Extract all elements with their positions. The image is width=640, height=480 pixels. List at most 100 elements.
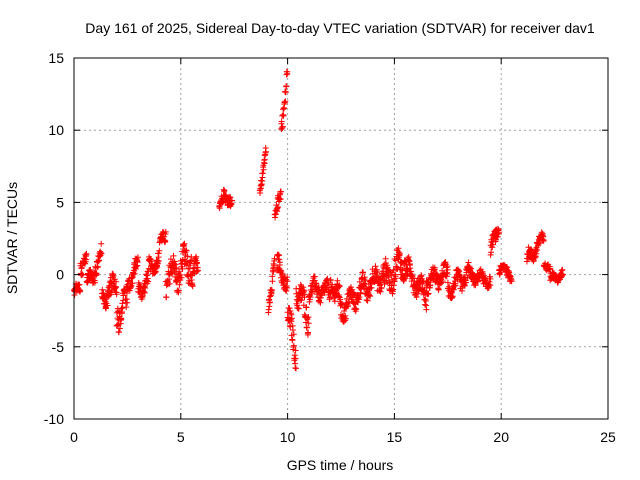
data-point xyxy=(295,305,302,312)
data-point xyxy=(487,282,494,289)
x-tick-label: 20 xyxy=(493,429,509,445)
data-point xyxy=(367,293,374,300)
data-point xyxy=(292,355,299,362)
data-point xyxy=(453,275,460,282)
data-point xyxy=(183,247,190,254)
data-point xyxy=(112,284,119,291)
data-point xyxy=(534,247,541,253)
data-point xyxy=(281,99,288,106)
data-point xyxy=(99,286,106,293)
data-point xyxy=(336,293,343,300)
data-point xyxy=(421,296,428,303)
data-point xyxy=(397,250,403,257)
data-point xyxy=(184,253,191,260)
data-point xyxy=(113,291,120,298)
data-point xyxy=(342,312,349,319)
data-point xyxy=(540,238,547,244)
data-point xyxy=(189,283,196,290)
axis-ticks: 0 5 10 15 20 25 -10 -5 0 5 10 15 xyxy=(44,50,616,445)
data-point xyxy=(93,271,100,278)
data-point xyxy=(179,265,186,272)
data-point xyxy=(282,98,289,105)
data-point xyxy=(163,294,170,301)
data-point xyxy=(413,294,420,300)
data-point xyxy=(221,187,228,194)
data-point xyxy=(364,297,371,304)
data-point xyxy=(79,271,86,278)
data-point xyxy=(77,287,84,294)
x-tick-label: 5 xyxy=(177,429,185,445)
data-point xyxy=(431,264,438,271)
y-tick-label: -5 xyxy=(52,339,65,355)
data-point xyxy=(135,254,141,261)
data-point xyxy=(467,265,474,272)
data-point xyxy=(308,290,315,296)
data-point xyxy=(559,272,566,279)
data-point xyxy=(265,306,272,313)
data-point xyxy=(305,314,312,321)
data-point xyxy=(425,290,432,297)
data-point xyxy=(336,283,343,290)
data-point xyxy=(94,264,101,271)
data-point xyxy=(394,265,401,272)
data-point xyxy=(142,285,149,291)
data-point xyxy=(427,282,434,289)
data-point xyxy=(177,271,184,278)
data-point xyxy=(342,315,349,322)
data-point xyxy=(377,288,384,295)
y-tick-label: 10 xyxy=(48,122,64,138)
data-point xyxy=(259,170,266,177)
x-tick-label: 10 xyxy=(280,429,296,445)
data-point xyxy=(284,70,291,77)
data-point xyxy=(173,264,180,271)
data-point xyxy=(289,337,296,344)
data-point xyxy=(143,272,150,279)
data-point xyxy=(508,278,515,285)
data-point xyxy=(444,266,451,273)
data-point xyxy=(284,284,290,291)
data-point xyxy=(435,286,442,293)
data-point xyxy=(275,251,282,258)
data-point xyxy=(392,273,399,280)
data-point xyxy=(381,281,388,288)
data-point xyxy=(303,304,310,311)
data-point xyxy=(422,301,428,308)
data-point xyxy=(390,267,397,274)
data-point xyxy=(488,249,495,256)
data-point xyxy=(179,260,185,267)
data-point xyxy=(487,275,494,282)
data-point xyxy=(145,278,152,285)
data-point xyxy=(115,329,122,336)
data-point xyxy=(110,272,117,279)
data-point xyxy=(361,274,368,281)
data-point xyxy=(172,266,179,272)
data-point xyxy=(368,284,375,291)
data-point xyxy=(271,255,278,262)
data-point xyxy=(366,292,373,299)
data-point xyxy=(305,329,312,336)
data-point xyxy=(475,278,481,285)
data-point xyxy=(388,272,395,279)
data-point xyxy=(463,279,469,286)
data-point xyxy=(267,293,274,300)
data-points xyxy=(71,68,566,372)
data-point xyxy=(493,236,499,243)
data-point xyxy=(282,284,289,291)
data-point xyxy=(307,294,314,301)
data-point xyxy=(327,276,334,283)
data-point xyxy=(194,267,201,274)
data-point xyxy=(418,273,425,280)
data-point xyxy=(360,269,366,276)
data-point xyxy=(303,324,310,331)
data-point xyxy=(98,250,105,257)
data-point xyxy=(284,278,291,285)
data-point xyxy=(395,245,402,252)
data-point xyxy=(489,244,496,251)
data-point xyxy=(266,299,273,306)
data-point xyxy=(390,282,397,289)
y-tick-label: 15 xyxy=(48,50,64,66)
data-point xyxy=(279,123,286,130)
data-point xyxy=(283,83,290,90)
data-point xyxy=(194,259,200,266)
